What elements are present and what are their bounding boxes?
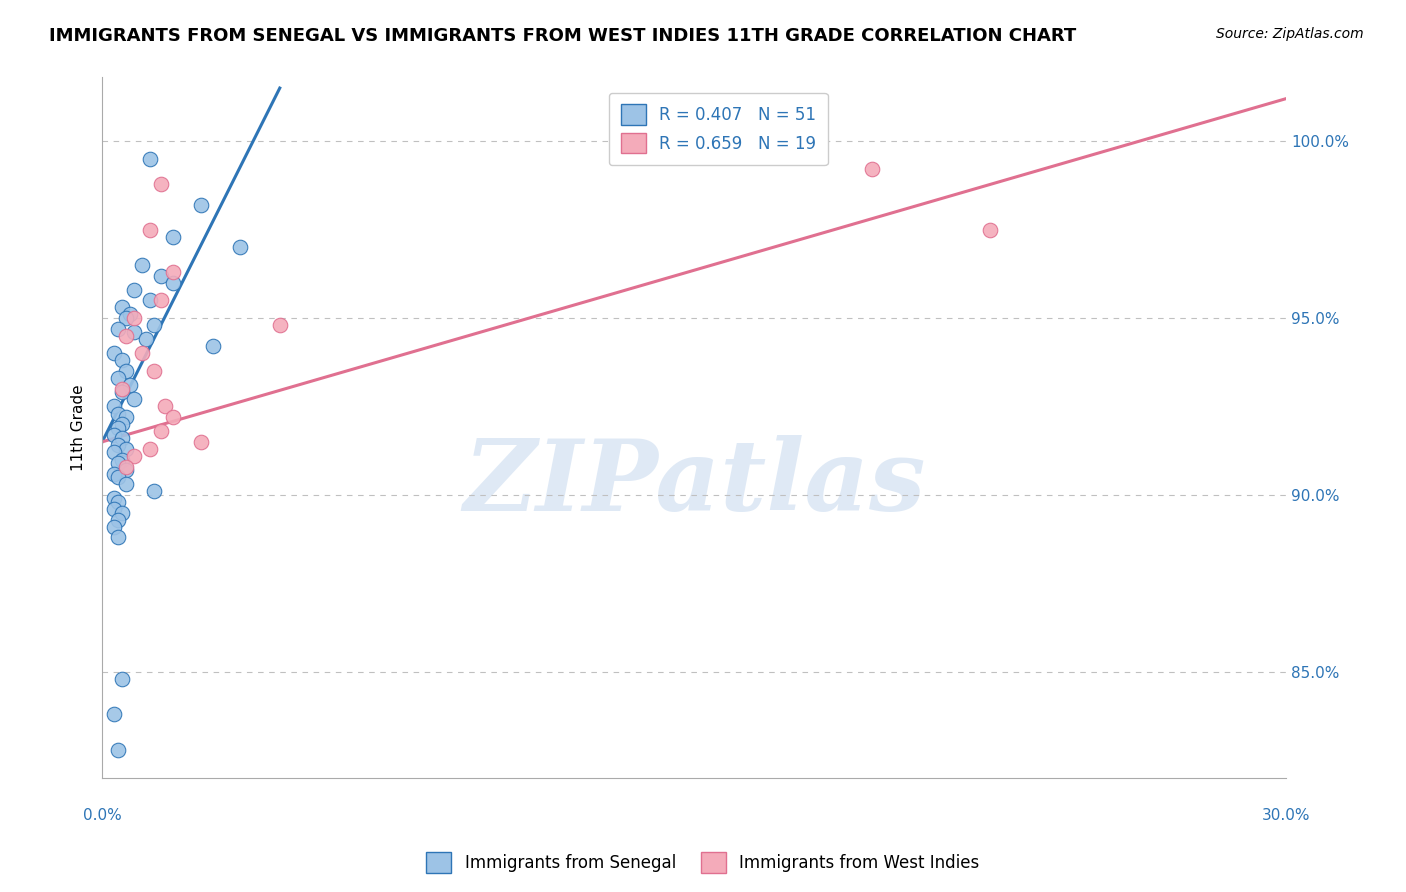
- Point: [115, 459, 138, 474]
- Point: [115, 442, 138, 456]
- Point: [122, 449, 145, 463]
- Point: [142, 364, 165, 378]
- Point: [122, 325, 145, 339]
- Text: ZIPatlas: ZIPatlas: [463, 435, 925, 532]
- Point: [107, 495, 129, 509]
- Text: 0.0%: 0.0%: [83, 808, 121, 823]
- Point: [111, 301, 134, 315]
- Point: [150, 424, 173, 438]
- Point: [131, 346, 153, 360]
- Point: [107, 470, 129, 484]
- Point: [142, 484, 165, 499]
- Point: [111, 431, 134, 445]
- Point: [131, 258, 153, 272]
- Point: [115, 328, 138, 343]
- Point: [138, 293, 160, 308]
- Point: [111, 385, 134, 400]
- Point: [107, 513, 129, 527]
- Point: [115, 477, 138, 491]
- Point: [138, 152, 160, 166]
- Point: [111, 452, 134, 467]
- Point: [107, 456, 129, 470]
- Legend: R = 0.407   N = 51, R = 0.659   N = 19: R = 0.407 N = 51, R = 0.659 N = 19: [609, 93, 828, 165]
- Point: [103, 707, 125, 722]
- Point: [111, 353, 134, 368]
- Point: [162, 265, 184, 279]
- Text: IMMIGRANTS FROM SENEGAL VS IMMIGRANTS FROM WEST INDIES 11TH GRADE CORRELATION CH: IMMIGRANTS FROM SENEGAL VS IMMIGRANTS FR…: [49, 27, 1077, 45]
- Point: [135, 332, 157, 346]
- Point: [150, 268, 173, 283]
- Point: [155, 400, 177, 414]
- Point: [103, 400, 125, 414]
- Legend: Immigrants from Senegal, Immigrants from West Indies: Immigrants from Senegal, Immigrants from…: [420, 846, 986, 880]
- Point: [115, 311, 138, 326]
- Point: [111, 382, 134, 396]
- Point: [115, 364, 138, 378]
- Point: [122, 392, 145, 407]
- Point: [142, 318, 165, 332]
- Point: [103, 491, 125, 506]
- Point: [138, 442, 160, 456]
- Point: [115, 463, 138, 477]
- Point: [122, 311, 145, 326]
- Point: [107, 321, 129, 335]
- Y-axis label: 11th Grade: 11th Grade: [72, 384, 86, 471]
- Point: [103, 346, 125, 360]
- Point: [107, 438, 129, 452]
- Point: [201, 339, 224, 353]
- Text: Source: ZipAtlas.com: Source: ZipAtlas.com: [1216, 27, 1364, 41]
- Point: [103, 467, 125, 481]
- Point: [162, 229, 184, 244]
- Point: [107, 407, 129, 421]
- Point: [107, 420, 129, 434]
- Point: [107, 742, 129, 756]
- Point: [269, 318, 291, 332]
- Point: [860, 162, 883, 177]
- Point: [115, 410, 138, 425]
- Point: [150, 177, 173, 191]
- Point: [118, 378, 141, 392]
- Point: [229, 240, 252, 254]
- Point: [979, 222, 1001, 236]
- Point: [107, 530, 129, 544]
- Point: [190, 434, 212, 449]
- Text: 30.0%: 30.0%: [1261, 808, 1310, 823]
- Point: [190, 198, 212, 212]
- Point: [162, 276, 184, 290]
- Point: [111, 506, 134, 520]
- Point: [103, 427, 125, 442]
- Point: [107, 371, 129, 385]
- Point: [162, 410, 184, 425]
- Point: [138, 222, 160, 236]
- Point: [103, 445, 125, 459]
- Point: [111, 417, 134, 431]
- Point: [122, 283, 145, 297]
- Point: [103, 502, 125, 516]
- Point: [118, 308, 141, 322]
- Point: [111, 672, 134, 686]
- Point: [150, 293, 173, 308]
- Point: [103, 520, 125, 534]
